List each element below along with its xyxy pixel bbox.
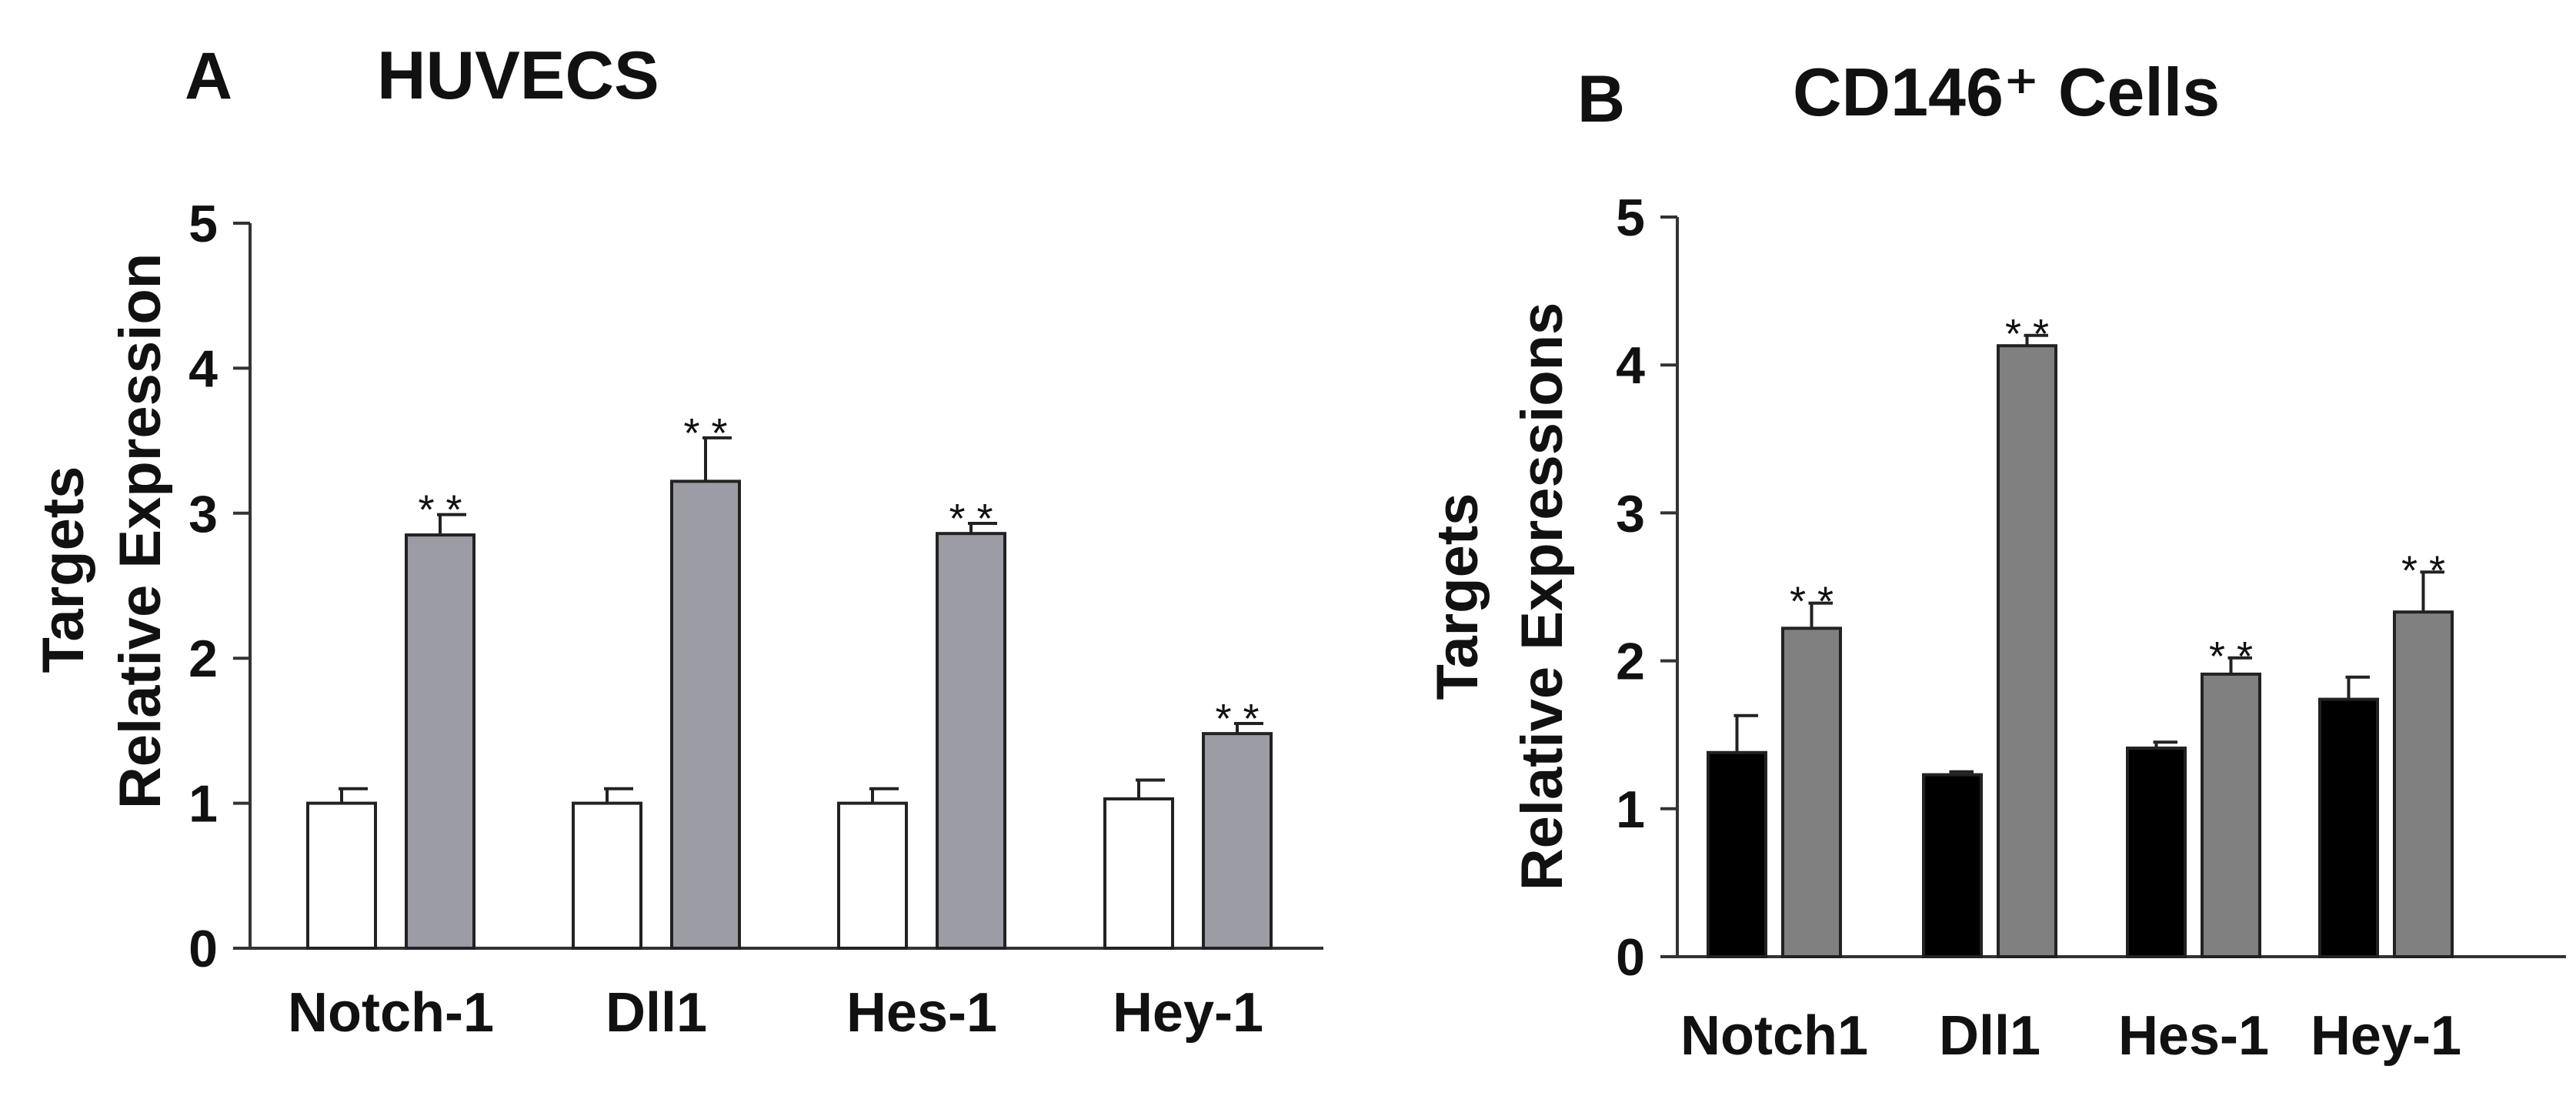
panel-a-category-label: Hey-1 bbox=[1113, 982, 1263, 1044]
panel-b-letter: B bbox=[1577, 62, 1625, 136]
panel-b-bar bbox=[2201, 672, 2261, 958]
panel-b-category-label: Dll1 bbox=[1939, 1005, 2040, 1067]
panel-b-ytick-label: 4 bbox=[1616, 336, 1645, 395]
panel-b-bar bbox=[2393, 610, 2454, 958]
panel-b-significance-label: * * bbox=[2401, 547, 2445, 593]
panel-b-ytick-label: 5 bbox=[1616, 189, 1645, 247]
panel-a-significance-label: * * bbox=[418, 487, 462, 533]
panel-a-bar bbox=[306, 801, 377, 950]
panel-b-bar bbox=[1781, 627, 1842, 958]
panel-b-bar bbox=[1922, 773, 1983, 958]
panel-b-significance-label: * * bbox=[2005, 311, 2049, 357]
panel-b-ytick-label: 2 bbox=[1616, 633, 1645, 691]
panel-b-bar bbox=[2126, 746, 2187, 958]
panel-a-bar bbox=[936, 532, 1006, 950]
panel-b-ylabel-line2: Relative Expressions bbox=[1510, 302, 1575, 891]
panel-a-bar bbox=[572, 801, 642, 950]
panel-a-ytick-label: 2 bbox=[189, 630, 218, 688]
panel-a-letter: A bbox=[185, 39, 232, 113]
panel-b-significance-label: * * bbox=[1790, 579, 1834, 625]
panel-b-category-label: Hes-1 bbox=[2118, 1005, 2269, 1067]
panel-a-title: HUVECS bbox=[377, 37, 659, 113]
panel-a-significance-label: * * bbox=[1215, 696, 1259, 742]
panel-a-ytick-label: 4 bbox=[189, 339, 218, 398]
panel-a-category-label: Dll1 bbox=[606, 982, 707, 1044]
panel-b-ytick-label: 0 bbox=[1616, 928, 1645, 987]
panel-a-bar bbox=[1202, 732, 1273, 951]
panel-b-title: CD146⁺ Cells bbox=[1793, 54, 2220, 130]
panel-a-bar bbox=[837, 801, 908, 950]
panel-a-category-label: Notch-1 bbox=[288, 982, 494, 1044]
panel-a-bar bbox=[405, 533, 475, 950]
panel-a-plot: 0 1 2 3 4 5 * * Notch-1 * * Dll1 * * Hes-1 * * Hey-1 bbox=[189, 195, 1323, 1044]
panel-a-ytick-label: 3 bbox=[189, 485, 218, 543]
panel-a-significance-label: * * bbox=[949, 496, 993, 542]
panel-a-category-label: Hes-1 bbox=[846, 982, 997, 1044]
panel-a-significance-label: * * bbox=[683, 410, 727, 456]
panel-a-ytick-label: 5 bbox=[189, 195, 218, 253]
panel-b-bar bbox=[1707, 750, 1767, 958]
panel-b-bar bbox=[2318, 697, 2379, 959]
panel-b-significance-label: * * bbox=[2209, 633, 2253, 680]
panel-b-bar bbox=[1997, 344, 2057, 958]
panel-b-plot: 0 1 2 3 4 5 * * Notch1 * * Dll1 * * Hes-1 * * Hey-1 bbox=[1616, 189, 2566, 1067]
panel-b-category-label: Notch1 bbox=[1680, 1005, 1868, 1067]
panel-a-ylabel-line1: Targets bbox=[31, 466, 96, 673]
panel-a-bar bbox=[670, 480, 741, 950]
panel-a-ytick-label: 1 bbox=[189, 775, 218, 834]
panel-a-ytick-label: 0 bbox=[189, 920, 218, 978]
panel-b-category-label: Hey-1 bbox=[2311, 1005, 2461, 1067]
panel-b-ytick-label: 3 bbox=[1616, 484, 1645, 543]
panel-b-ylabel-line1: Targets bbox=[1425, 493, 1490, 700]
panel-b-ytick-label: 1 bbox=[1616, 780, 1645, 839]
panel-a-bar bbox=[1103, 797, 1174, 950]
panel-a-ylabel-line2: Relative Expression bbox=[108, 253, 173, 809]
